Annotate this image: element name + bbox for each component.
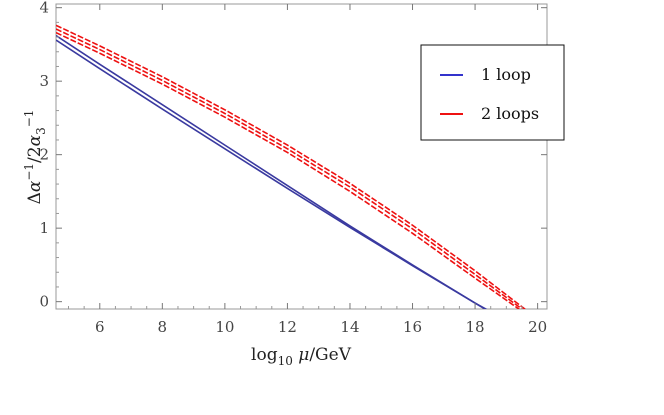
- series-layer: [56, 24, 527, 309]
- y-tick-label: 0: [39, 293, 49, 311]
- x-tick-label: 12: [278, 318, 297, 336]
- legend-label-1-loop: 1 loop: [481, 65, 531, 84]
- x-tick-label: 8: [158, 318, 168, 336]
- legend-box: [420, 44, 565, 141]
- series-line-1-loop-1: [56, 34, 488, 309]
- x-axis-label: log10 μ/GeV: [251, 345, 352, 368]
- x-tick-label: 16: [403, 318, 422, 336]
- x-tick-label: 18: [466, 318, 485, 336]
- x-tick-label: 14: [340, 318, 359, 336]
- y-axis-label: Δα−1/2α3−1: [22, 110, 48, 205]
- y-tick-label: 2: [39, 146, 49, 164]
- legend-label-2-loops: 2 loops: [481, 104, 539, 123]
- series-line-2-loops-2: [56, 31, 521, 309]
- x-tick-label: 20: [528, 318, 547, 336]
- legend: 1 loop 2 loops: [420, 44, 565, 141]
- y-tick-label: 4: [39, 0, 49, 17]
- series-line-2-loops-4: [56, 24, 527, 309]
- y-tick-label: 1: [39, 219, 49, 237]
- plot-frame: [55, 3, 548, 310]
- x-tick-label: 10: [215, 318, 234, 336]
- series-line-2-loops-3: [56, 28, 524, 309]
- y-tick-label: 3: [39, 72, 49, 90]
- x-tick-label: 6: [95, 318, 105, 336]
